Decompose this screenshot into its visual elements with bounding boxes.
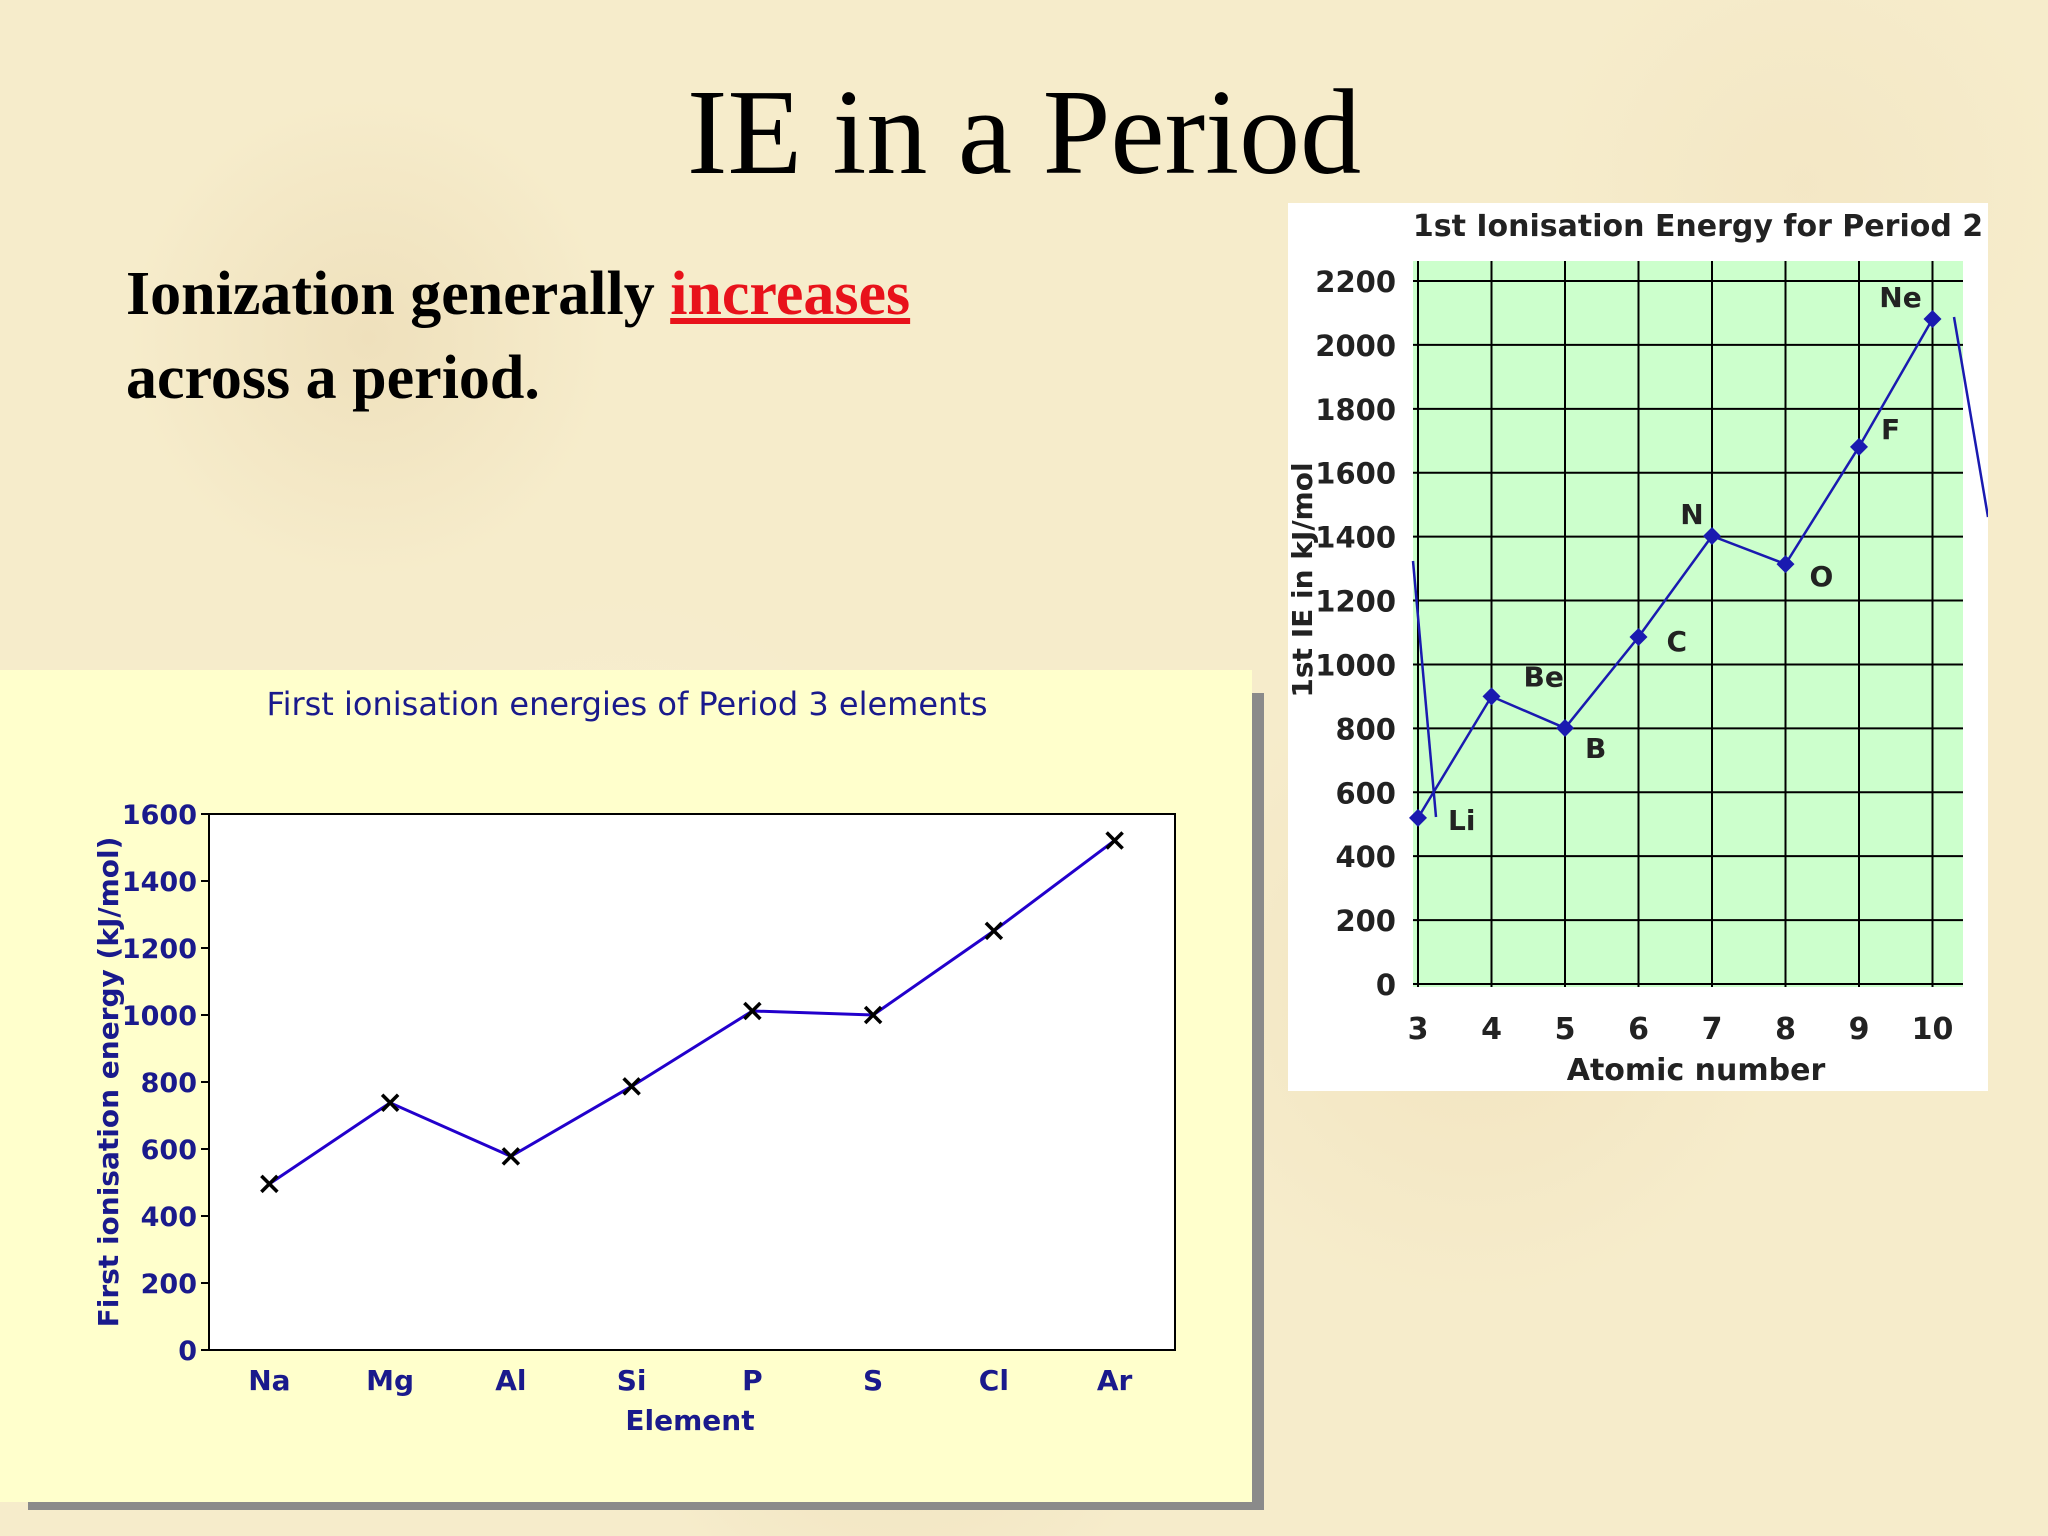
period2-x-tick-label: 3 <box>1408 1012 1429 1047</box>
period3-y-axis-label: First ionisation energy (kJ/mol) <box>92 837 125 1328</box>
period2-x-tick-label: 6 <box>1628 1012 1649 1047</box>
period3-data-point <box>622 1077 641 1096</box>
period3-x-tick-label: Na <box>248 1364 290 1397</box>
period3-x-tick-label: S <box>863 1364 883 1397</box>
period3-y-tick-label: 1400 <box>122 867 197 898</box>
period2-y-tick-label: 2200 <box>1315 265 1396 299</box>
period2-plot-area <box>1413 261 1963 987</box>
period2-data-point <box>1629 627 1648 646</box>
period3-y-tick-label: 1200 <box>122 934 197 965</box>
period2-y-tick-label: 200 <box>1335 904 1396 938</box>
period3-x-axis-label: Element <box>625 1404 754 1437</box>
period2-point-label: B <box>1585 732 1606 765</box>
period3-y-tick-label: 0 <box>178 1336 197 1367</box>
period3-x-tick-label: Al <box>495 1364 526 1397</box>
period2-point-label: Be <box>1524 660 1564 693</box>
period2-point-label: C <box>1667 625 1688 658</box>
period2-y-tick-label: 1000 <box>1315 648 1396 682</box>
body-text-lead: Ionization generally <box>126 260 671 328</box>
period2-data-point <box>1482 687 1501 706</box>
period2-data-point <box>1776 555 1795 574</box>
period3-y-tick-label: 200 <box>141 1269 197 1300</box>
period2-y-tick-label: 0 <box>1376 968 1396 1002</box>
period3-x-tick-label: Mg <box>366 1364 414 1397</box>
period3-chart: First ionisation energies of Period 3 el… <box>92 685 1176 1437</box>
period3-data-point <box>743 1001 762 1021</box>
period2-point-label: N <box>1680 498 1703 531</box>
period2-point-label: Li <box>1448 804 1475 837</box>
body-text: Ionization generally increases across a … <box>126 252 1026 420</box>
period3-y-tick-label: 1000 <box>122 1001 197 1032</box>
period2-x-tick-label: 10 <box>1912 1012 1954 1047</box>
period2-line-lead-out <box>1952 316 1988 518</box>
period2-x-tick-label: 7 <box>1702 1012 1723 1047</box>
period2-point-label: O <box>1810 560 1834 593</box>
period2-point-label: F <box>1881 413 1900 446</box>
period3-x-tick-label: Ar <box>1097 1364 1133 1397</box>
period3-data-point <box>984 921 1004 941</box>
period2-data-point <box>1850 437 1868 456</box>
period3-data-point <box>1105 831 1124 850</box>
period2-point-label: Ne <box>1879 281 1921 314</box>
period2-x-tick-label: 5 <box>1555 1012 1576 1047</box>
period2-y-tick-label: 400 <box>1335 840 1396 874</box>
period2-y-tick-label: 1200 <box>1315 585 1396 619</box>
period3-series-line <box>268 839 1116 1186</box>
period3-plot-area <box>208 813 1176 1351</box>
period2-x-axis-label: Atomic number <box>1567 1053 1826 1088</box>
period3-x-tick-label: P <box>742 1364 763 1397</box>
period2-series-line <box>1416 318 1934 819</box>
period3-data-point <box>380 1093 400 1113</box>
highlight-word: increases <box>670 260 911 328</box>
period2-data-point <box>1703 526 1721 545</box>
period2-data-point <box>1556 719 1574 738</box>
period2-chart: 1st Ionisation Energy for Period 2 0 200 4… <box>1288 209 1988 1088</box>
period2-y-tick-label: 800 <box>1335 712 1396 746</box>
period2-line-lead-in <box>1411 560 1438 818</box>
period3-x-tick-label: Cl <box>979 1364 1009 1397</box>
period3-data-point <box>260 1174 279 1194</box>
period3-y-tick-label: 1600 <box>122 800 197 831</box>
period3-y-tick-label: 600 <box>141 1135 197 1166</box>
period2-y-tick-label: 2000 <box>1315 329 1396 363</box>
period2-x-tick-label: 9 <box>1849 1012 1870 1047</box>
period2-y-tick-label: 1800 <box>1315 393 1396 427</box>
period2-data-point <box>1923 310 1942 329</box>
period2-y-tick-label: 1400 <box>1315 521 1396 555</box>
period3-x-tick-label: Si <box>617 1364 647 1397</box>
period3-y-tick-label: 400 <box>141 1202 197 1233</box>
period2-y-tick-label: 600 <box>1335 776 1396 810</box>
slide-title: IE in a Period <box>686 65 1362 200</box>
period3-chart-panel: First ionisation energies of Period 3 el… <box>0 670 1252 1502</box>
period2-y-axis-label: 1st IE in kJ/mol <box>1288 462 1319 697</box>
period2-x-tick-label: 4 <box>1481 1012 1502 1047</box>
period2-y-tick-label: 1600 <box>1315 457 1396 491</box>
period2-chart-panel: 1st Ionisation Energy for Period 2 0 200 4… <box>1288 203 1988 1091</box>
body-text-tail: across a period. <box>126 344 540 412</box>
period3-chart-title: First ionisation energies of Period 3 el… <box>266 685 987 723</box>
period2-x-tick-label: 8 <box>1775 1012 1796 1047</box>
period3-data-point <box>501 1147 521 1166</box>
period2-chart-title: 1st Ionisation Energy for Period 2 <box>1413 209 1983 244</box>
period3-data-point <box>863 1005 883 1025</box>
period2-data-point <box>1409 808 1427 827</box>
period3-y-tick-label: 800 <box>141 1068 197 1099</box>
